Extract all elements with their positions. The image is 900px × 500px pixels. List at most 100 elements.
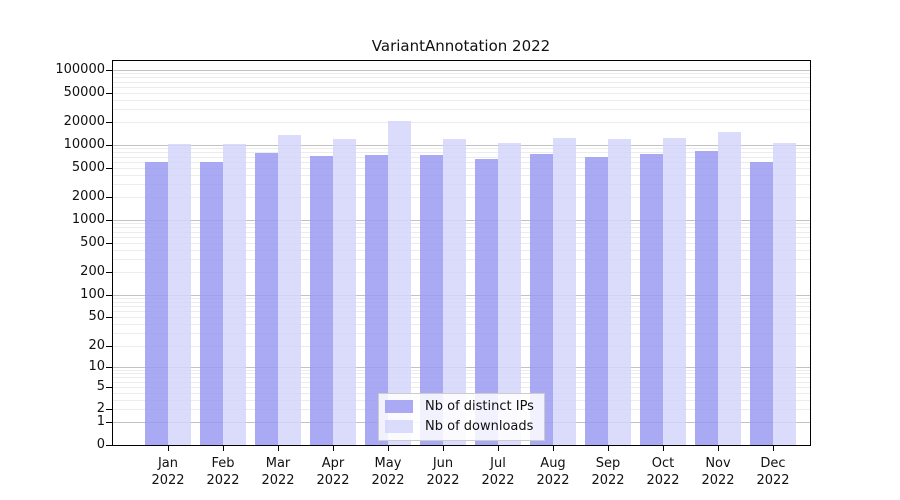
gridline-minor (113, 81, 810, 83)
y-tick-label: 2000 (71, 189, 105, 205)
bar-distinct-ips-jul (475, 158, 498, 445)
y-tick-mark (106, 345, 112, 347)
legend-label-downloads: Nb of downloads (425, 419, 534, 434)
y-tick-mark (106, 294, 112, 296)
legend-swatch-distinct-ips (385, 400, 413, 413)
y-tick-mark (106, 92, 112, 94)
bar-distinct-ips-dec (750, 161, 773, 445)
x-tick-label: Dec 2022 (756, 456, 790, 488)
y-tick-label: 10000 (63, 137, 105, 152)
y-tick-label: 100 (80, 286, 105, 302)
gridline-minor (113, 77, 810, 79)
legend: Nb of distinct IPs Nb of downloads (378, 393, 545, 441)
bar-distinct-ips-mar (255, 152, 278, 445)
y-tick-mark (106, 242, 112, 244)
y-tick-mark (106, 167, 112, 169)
x-tick-mark (168, 445, 169, 451)
x-tick-mark (498, 445, 499, 451)
bar-distinct-ips-nov (695, 151, 718, 445)
bar-downloads-may (388, 121, 411, 445)
y-tick-label: 1 (96, 414, 105, 430)
x-tick-label: Sep 2022 (591, 456, 625, 488)
bar-distinct-ips-may (365, 155, 388, 445)
bar-downloads-nov (718, 131, 741, 445)
bar-distinct-ips-jan (145, 162, 168, 445)
x-tick-label: Aug 2022 (536, 456, 570, 488)
gridline-decade (113, 70, 810, 71)
x-tick-mark (278, 445, 279, 451)
x-tick-mark (663, 445, 664, 451)
bar-downloads-feb (223, 144, 246, 445)
bar-downloads-dec (773, 142, 796, 445)
x-tick-mark (388, 445, 389, 451)
x-tick-mark (443, 445, 444, 451)
bar-downloads-mar (278, 134, 301, 445)
bar-downloads-jun (443, 139, 466, 445)
y-tick-mark (106, 386, 112, 388)
y-tick-mark (106, 122, 112, 124)
x-tick-label: Feb 2022 (206, 456, 240, 488)
y-tick-mark (106, 366, 112, 368)
gridline-minor (113, 109, 810, 111)
legend-swatch-downloads (385, 420, 413, 433)
x-tick-mark (333, 445, 334, 451)
y-tick-label: 50000 (63, 84, 105, 100)
x-tick-mark (718, 445, 719, 451)
y-tick-label: 10 (88, 358, 105, 374)
y-tick-mark (106, 445, 112, 446)
bar-downloads-aug (553, 138, 576, 445)
gridline-minor (113, 99, 810, 101)
bar-downloads-jan (168, 144, 191, 445)
bar-distinct-ips-feb (200, 162, 223, 445)
y-tick-label: 100000 (55, 62, 105, 77)
bar-distinct-ips-jun (420, 154, 443, 445)
legend-label-distinct-ips: Nb of distinct IPs (425, 399, 534, 414)
bar-distinct-ips-aug (530, 153, 553, 445)
y-tick-mark (106, 422, 112, 424)
y-tick-label: 200 (80, 264, 105, 280)
bar-downloads-apr (333, 139, 356, 445)
y-tick-mark (106, 197, 112, 199)
y-tick-mark (106, 70, 112, 71)
x-tick-mark (553, 445, 554, 451)
x-tick-mark (608, 445, 609, 451)
y-tick-mark (106, 220, 112, 221)
x-tick-label: Mar 2022 (261, 456, 295, 488)
bar-downloads-oct (663, 137, 686, 445)
y-tick-mark (106, 316, 112, 318)
x-tick-mark (773, 445, 774, 451)
x-tick-label: Oct 2022 (646, 456, 680, 488)
gridline-minor (113, 86, 810, 88)
y-tick-label: 20000 (63, 114, 105, 130)
x-tick-label: Jan 2022 (151, 456, 185, 488)
bar-downloads-jul (498, 143, 521, 445)
y-tick-mark (106, 272, 112, 274)
legend-item-distinct-ips: Nb of distinct IPs (385, 399, 534, 414)
x-tick-label: Nov 2022 (701, 456, 735, 488)
y-tick-mark (106, 145, 112, 146)
chart-title: VariantAnnotation 2022 (371, 37, 551, 55)
gridline-minor (113, 73, 810, 75)
bar-distinct-ips-oct (640, 153, 663, 445)
y-tick-label: 1000 (71, 212, 105, 227)
legend-item-downloads: Nb of downloads (385, 419, 534, 434)
y-tick-label: 2 (96, 401, 105, 417)
y-tick-label: 5 (96, 378, 105, 394)
gridline-minor (113, 122, 810, 124)
y-tick-label: 0 (96, 437, 105, 452)
y-tick-mark (106, 409, 112, 411)
x-tick-label: Jul 2022 (481, 456, 515, 488)
y-tick-label: 5000 (71, 159, 105, 175)
plot-area: 0 1 2 5 10 20 50 100 200 500 1000 2000 5000 10000 2000… (55, 60, 811, 488)
x-tick-label: Jun 2022 (426, 456, 460, 488)
x-tick-label: May 2022 (371, 456, 405, 488)
bar-downloads-sep (608, 139, 631, 445)
y-tick-label: 20 (88, 337, 105, 353)
bar-distinct-ips-sep (585, 157, 608, 445)
gridline-minor (113, 92, 810, 94)
bar-distinct-ips-apr (310, 155, 333, 445)
x-tick-label: Apr 2022 (316, 456, 350, 488)
y-tick-label: 50 (88, 308, 105, 324)
y-tick-label: 500 (80, 234, 105, 250)
